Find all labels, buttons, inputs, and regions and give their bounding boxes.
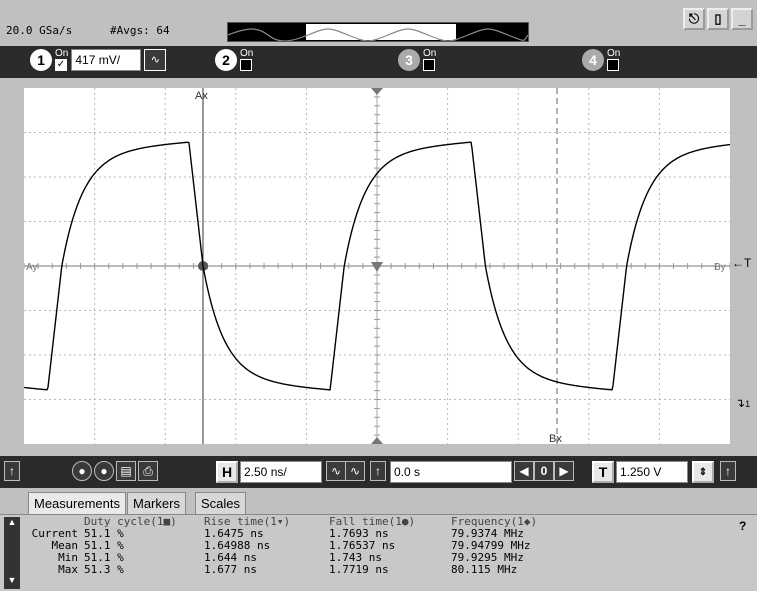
waveform-display[interactable]: Ax Bx Ay By <box>23 87 731 445</box>
tab-measurements[interactable]: Measurements <box>28 492 126 514</box>
zoom-in-icon[interactable]: ∿ <box>326 461 346 481</box>
trigger-level-marker[interactable]: ←T <box>732 256 752 270</box>
channel-2: 2 On <box>215 48 253 71</box>
channel-1-trace <box>23 141 731 391</box>
scroll-down-icon[interactable]: ▼ <box>7 575 17 585</box>
square-wave-icon[interactable]: ⎋ <box>683 8 705 30</box>
overview-trace <box>227 24 529 42</box>
channel-2-number[interactable]: 2 <box>215 48 237 71</box>
time-reference-bottom <box>371 437 383 444</box>
print-icon[interactable]: ⎙ <box>138 461 158 481</box>
channel-2-checkbox[interactable] <box>240 59 252 71</box>
marker-ay-label: Ay <box>26 262 38 273</box>
timebase-field[interactable]: 2.50 ns/ <box>240 461 322 483</box>
marker-bx-label: Bx <box>549 433 562 444</box>
channel-4-checkbox[interactable] <box>607 59 619 71</box>
channel-1-on-label: On <box>55 48 69 59</box>
delay-nav: ◀ 0 ▶ <box>514 461 574 481</box>
table-row: Max 51.3 % 1.677 ns 1.7719 ns 80.115 MHz <box>58 563 518 576</box>
table-row: Current 51.1 % 1.6475 ns 1.7693 ns 79.93… <box>31 527 524 540</box>
nav-zero-button[interactable]: 0 <box>534 461 554 481</box>
waveform-overview[interactable] <box>227 22 529 42</box>
channel-2-on-label: On <box>240 48 254 59</box>
channel-1-coupling-icon[interactable]: ∿ <box>144 48 167 71</box>
control-bar: ↑ ● ● ▤ ⎙ H 2.50 ns/ ∿ ∿ ↑ 0.0 s ◀ 0 ▶ T… <box>0 456 757 488</box>
help-icon[interactable]: ? <box>739 519 747 533</box>
waveform-graticule: Ax Bx Ay By <box>23 87 731 445</box>
tab-scales[interactable]: Scales <box>195 492 247 514</box>
horizontal-label[interactable]: H <box>216 461 238 483</box>
table-row: Mean 51.1 % 1.64988 ns 1.76537 ns 79.947… <box>51 539 531 552</box>
header-frequency[interactable]: Frequency(1◆) <box>451 515 538 528</box>
control-bar-right-arrow-icon[interactable]: ↑ <box>720 461 736 481</box>
sample-rate: 20.0 GSa/s <box>6 24 73 37</box>
status-bar: 20.0 GSa/s #Avgs: 64 ⎋ ▯ _ <box>0 0 757 46</box>
channel-1: 1 On ✓ 417 mV/ ∿ <box>30 48 167 71</box>
stop-icon[interactable]: ● <box>94 461 114 481</box>
delay-up-icon[interactable]: ↑ <box>370 461 386 481</box>
measurements-table: Duty cycle(1■) Rise time(1▾) Fall time(1… <box>24 516 581 576</box>
delay-field[interactable]: 0.0 s <box>390 461 512 483</box>
channel-4-number[interactable]: 4 <box>582 48 604 71</box>
channel-1-scale-field[interactable]: 417 mV/ <box>71 48 142 71</box>
averages-count: #Avgs: 64 <box>110 24 170 37</box>
measurements-header: Duty cycle(1■) Rise time(1▾) Fall time(1… <box>24 516 581 528</box>
single-icon[interactable]: ▤ <box>116 461 136 481</box>
scroll-up-icon[interactable]: ▲ <box>7 517 17 527</box>
channel-1-checkbox[interactable]: ✓ <box>55 59 67 71</box>
control-bar-left-arrow-icon[interactable]: ↑ <box>4 461 20 481</box>
marker-by-label: By <box>714 262 726 273</box>
tab-markers[interactable]: Markers <box>127 492 186 514</box>
channel-bar: 1 On ✓ 417 mV/ ∿ 2 On 3 On 4 On <box>0 46 757 78</box>
table-row: Min 51.1 % 1.644 ns 1.743 ns 79.9295 MHz <box>58 551 524 564</box>
channel-3-number[interactable]: 3 <box>398 48 420 71</box>
time-reference-top <box>371 88 383 95</box>
ground-marker[interactable]: ↴1 <box>735 396 751 410</box>
header-fall-time[interactable]: Fall time(1●) <box>329 515 416 528</box>
channel-4-on-label: On <box>607 48 621 59</box>
run-controls: ● ● ▤ ⎙ <box>72 461 158 481</box>
right-margin: ←T ↴1 <box>730 78 757 456</box>
minimize-icon[interactable]: _ <box>731 8 753 30</box>
left-margin <box>0 78 24 456</box>
next-arrow-icon[interactable]: ▶ <box>554 461 574 481</box>
header-duty-cycle[interactable]: Duty cycle(1■) <box>84 515 177 528</box>
zoom-out-icon[interactable]: ∿ <box>345 461 365 481</box>
channel-3: 3 On <box>398 48 436 71</box>
measurements-panel: ▲ ▼ Duty cycle(1■) Rise time(1▾) Fall ti… <box>0 514 757 591</box>
channel-4: 4 On <box>582 48 620 71</box>
trigger-level-field[interactable]: 1.250 V <box>616 461 688 483</box>
trigger-point-marker <box>371 262 383 272</box>
marker-ax-label: Ax <box>195 90 208 102</box>
header-rise-time[interactable]: Rise time(1▾) <box>204 515 291 528</box>
mouse-icon[interactable]: ▯ <box>707 8 729 30</box>
prev-arrow-icon[interactable]: ◀ <box>514 461 534 481</box>
trigger-updown-icon[interactable]: ⇕ <box>692 461 714 483</box>
trigger-label[interactable]: T <box>592 461 614 483</box>
channel-1-number[interactable]: 1 <box>30 48 52 71</box>
channel-3-on-label: On <box>423 48 437 59</box>
bottom-tabs: Measurements Markers Scales <box>0 488 757 514</box>
run-icon[interactable]: ● <box>72 461 92 481</box>
channel-3-checkbox[interactable] <box>423 59 435 71</box>
measurements-scrollbar[interactable]: ▲ ▼ <box>4 517 20 589</box>
